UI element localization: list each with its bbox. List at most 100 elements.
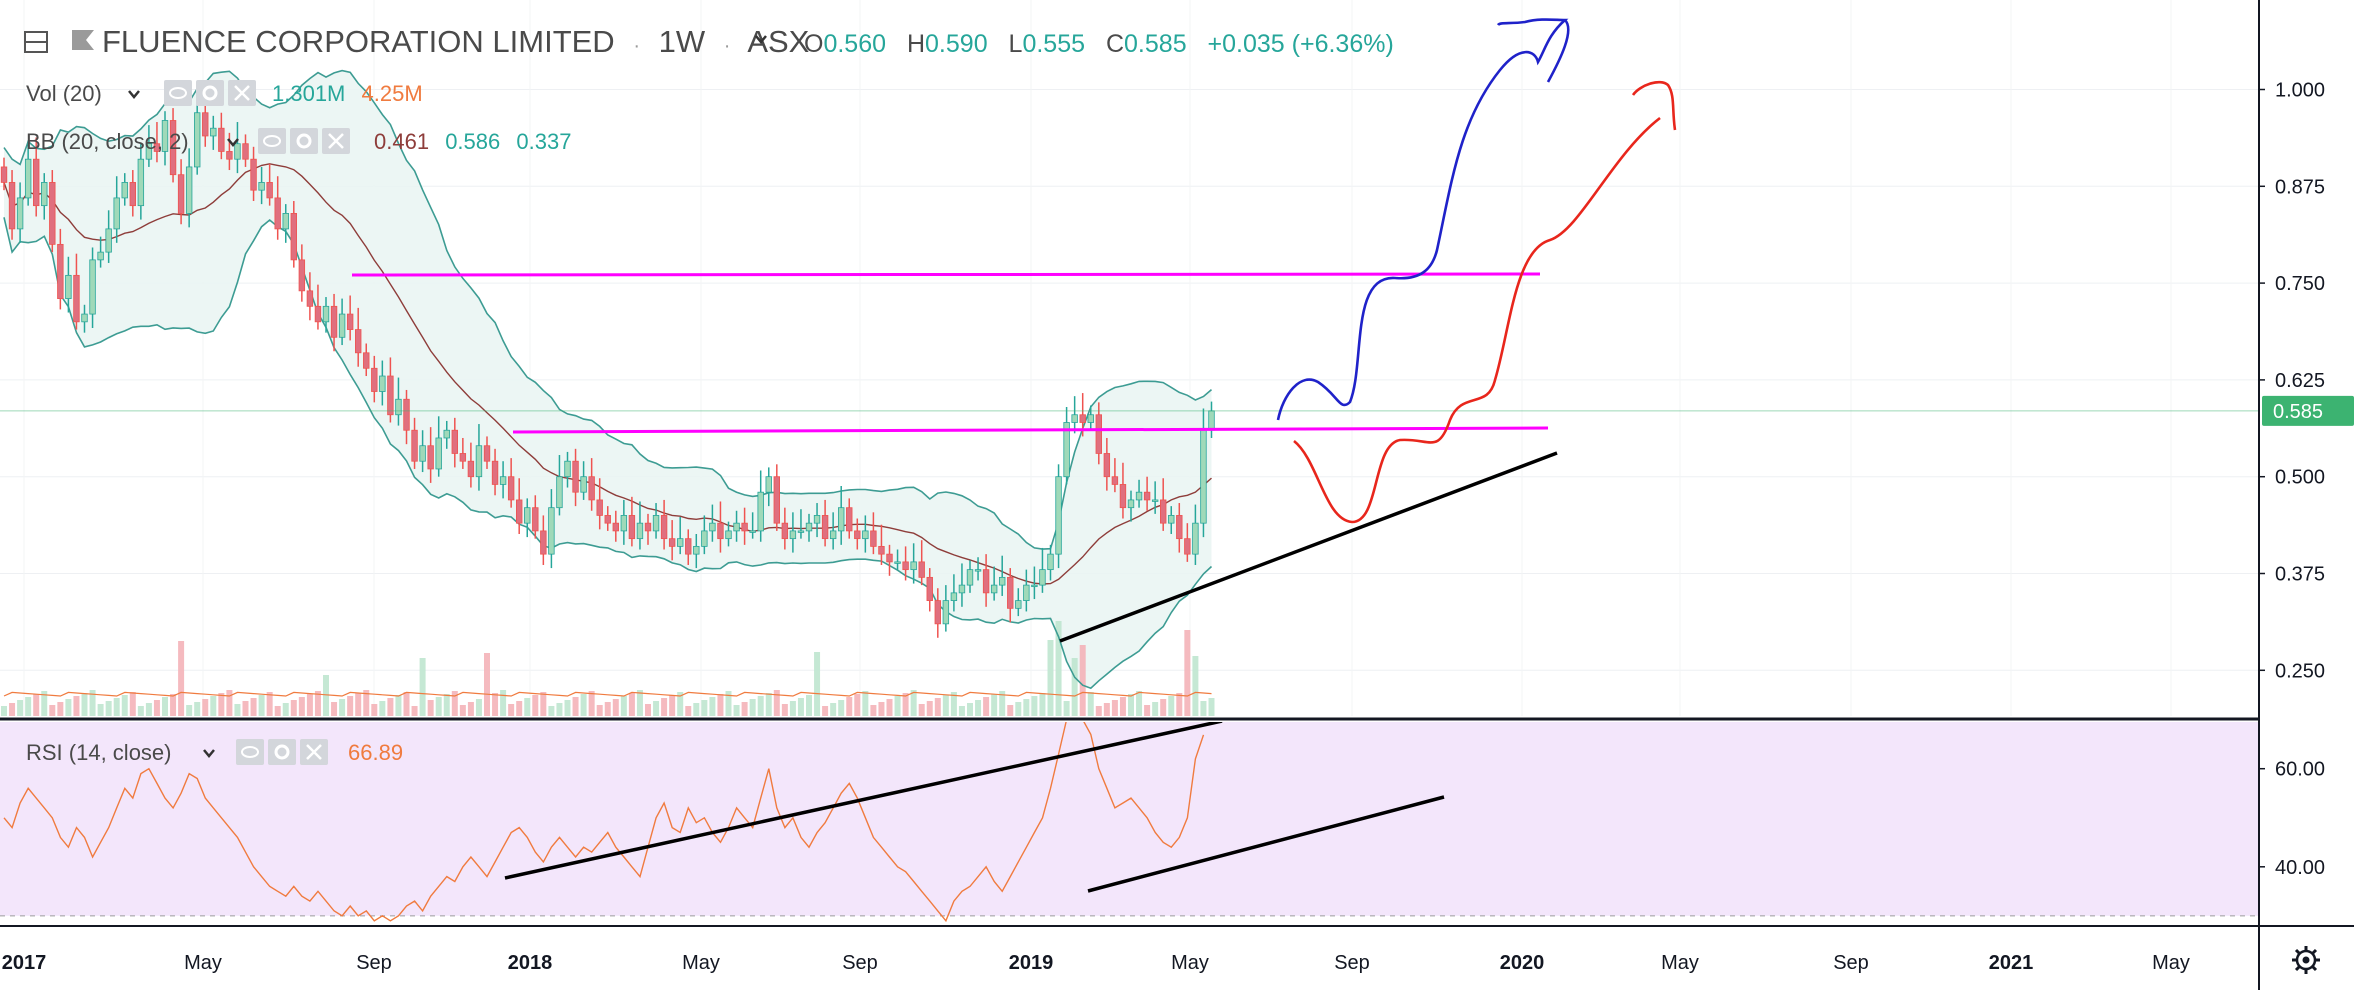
time-tick-label: 2020 (1500, 952, 1545, 974)
exchange-label: ASX (747, 24, 809, 59)
rsi-axis[interactable]: 60.00 40.00 (2259, 759, 2325, 879)
volume-bar (153, 700, 160, 716)
candle-body (950, 592, 958, 602)
candle-body (693, 545, 700, 555)
candle-body (1151, 499, 1159, 502)
rsi-trend-line-lower[interactable] (1087, 795, 1445, 893)
candle (709, 504, 716, 542)
candle-body (137, 158, 145, 207)
chevron-down-icon[interactable] (227, 138, 239, 147)
candle-body (475, 445, 483, 478)
price-pane[interactable] (0, 0, 2258, 716)
candle-body (942, 600, 950, 625)
volume-bar (73, 696, 80, 716)
volume-bar (129, 692, 136, 716)
volume-bar (411, 706, 418, 716)
rsi-settings-gear-icon[interactable] (268, 739, 296, 765)
time-axis[interactable]: 2017 May Sep 2018 May Sep 2019 May Sep 2020 May Sep… (2, 952, 2190, 974)
candle (878, 524, 885, 565)
bb-indicator-label[interactable]: BB (20, close, 2) (26, 129, 189, 154)
volume-bar (41, 691, 48, 716)
volume-bar (709, 697, 716, 716)
candle-body (846, 507, 853, 532)
price-axis[interactable]: 1.000 0.875 0.750 0.625 0.500 0.375 0.250 (2259, 80, 2325, 683)
svg-text:0.461 0.586 0.337: 0.461 0.586 0.337 (374, 129, 571, 154)
volume-bar (789, 701, 796, 716)
vol-settings-gear-icon[interactable] (196, 80, 224, 106)
candle-body (338, 313, 346, 338)
volume-bar (677, 692, 684, 716)
vol-indicator-label[interactable]: Vol (20) (26, 81, 102, 106)
candle-body (765, 476, 772, 493)
rsi-indicator-label[interactable]: RSI (14, close) (26, 740, 172, 765)
close-label: C (1106, 30, 1124, 58)
candle (781, 507, 789, 550)
candle (540, 515, 547, 565)
volume-bar (854, 694, 861, 716)
candle-body (467, 460, 475, 478)
volume-bar (1160, 699, 1167, 716)
rsi-trend-line-upper[interactable] (504, 721, 1223, 880)
projection-path-red[interactable] (1293, 80, 1677, 524)
chevron-down-icon[interactable] (203, 749, 215, 758)
resistance-line-lower[interactable] (512, 426, 1549, 434)
volume-bar (451, 691, 458, 716)
candle-body (709, 522, 716, 532)
candle (218, 112, 225, 160)
candle-body (177, 174, 185, 214)
volume-bar (902, 693, 909, 716)
candle-body (668, 538, 676, 547)
candle-body (1143, 491, 1151, 501)
candle (8, 170, 16, 240)
volume-bar (516, 701, 523, 716)
candle-body (934, 600, 941, 625)
candle-body (918, 561, 925, 578)
bb-settings-gear-icon[interactable] (290, 128, 318, 154)
candle-body (805, 522, 813, 532)
volume-bar (234, 704, 241, 716)
candle-body (556, 476, 563, 509)
bb-visibility-icon[interactable] (258, 128, 286, 154)
resistance-line-upper[interactable] (351, 272, 1541, 277)
rsi-close-icon[interactable] (300, 739, 328, 765)
volume-bar (274, 706, 281, 716)
volume-bar (459, 705, 466, 716)
candle-body (1119, 484, 1127, 509)
candle-body (660, 515, 668, 540)
candle-body (902, 561, 909, 571)
candle-body (516, 499, 523, 524)
candle (129, 170, 136, 217)
candle-body (1103, 453, 1111, 478)
vol-close-icon[interactable] (228, 80, 256, 106)
interval-label[interactable]: 1W (659, 24, 706, 59)
rsi-visibility-icon[interactable] (236, 739, 264, 765)
candle-body (387, 375, 394, 416)
volume-bar (1087, 692, 1094, 716)
vol-visibility-icon[interactable] (164, 80, 192, 106)
symbol-title[interactable]: FLUENCE CORPORATION LIMITED (102, 24, 615, 59)
rsi-pane[interactable] (0, 715, 2258, 922)
candlesticks (0, 91, 1215, 638)
candle-body (1015, 600, 1022, 609)
volume-bar (741, 702, 748, 716)
bb-close-icon[interactable] (322, 128, 350, 154)
candle-body (725, 530, 732, 540)
volume-bar (862, 691, 869, 716)
chevron-down-icon[interactable] (128, 90, 140, 99)
chart-settings-gear-icon[interactable] (2292, 946, 2320, 974)
volume-bar (524, 698, 531, 716)
chevron-down-icon[interactable] (755, 35, 767, 44)
projection-path-blue[interactable] (1276, 18, 1570, 421)
volume-bar (701, 700, 708, 716)
candle (338, 298, 346, 346)
candle-body (0, 166, 8, 183)
candle-body (403, 398, 410, 431)
legend-collapse-icon[interactable] (24, 31, 48, 53)
flag-icon[interactable] (72, 30, 94, 50)
candle (918, 540, 925, 586)
trend-line-support[interactable] (1059, 451, 1558, 643)
candle (483, 436, 491, 469)
volume-bar (145, 703, 152, 716)
candle-body (161, 120, 169, 152)
volume-bar (105, 701, 112, 716)
